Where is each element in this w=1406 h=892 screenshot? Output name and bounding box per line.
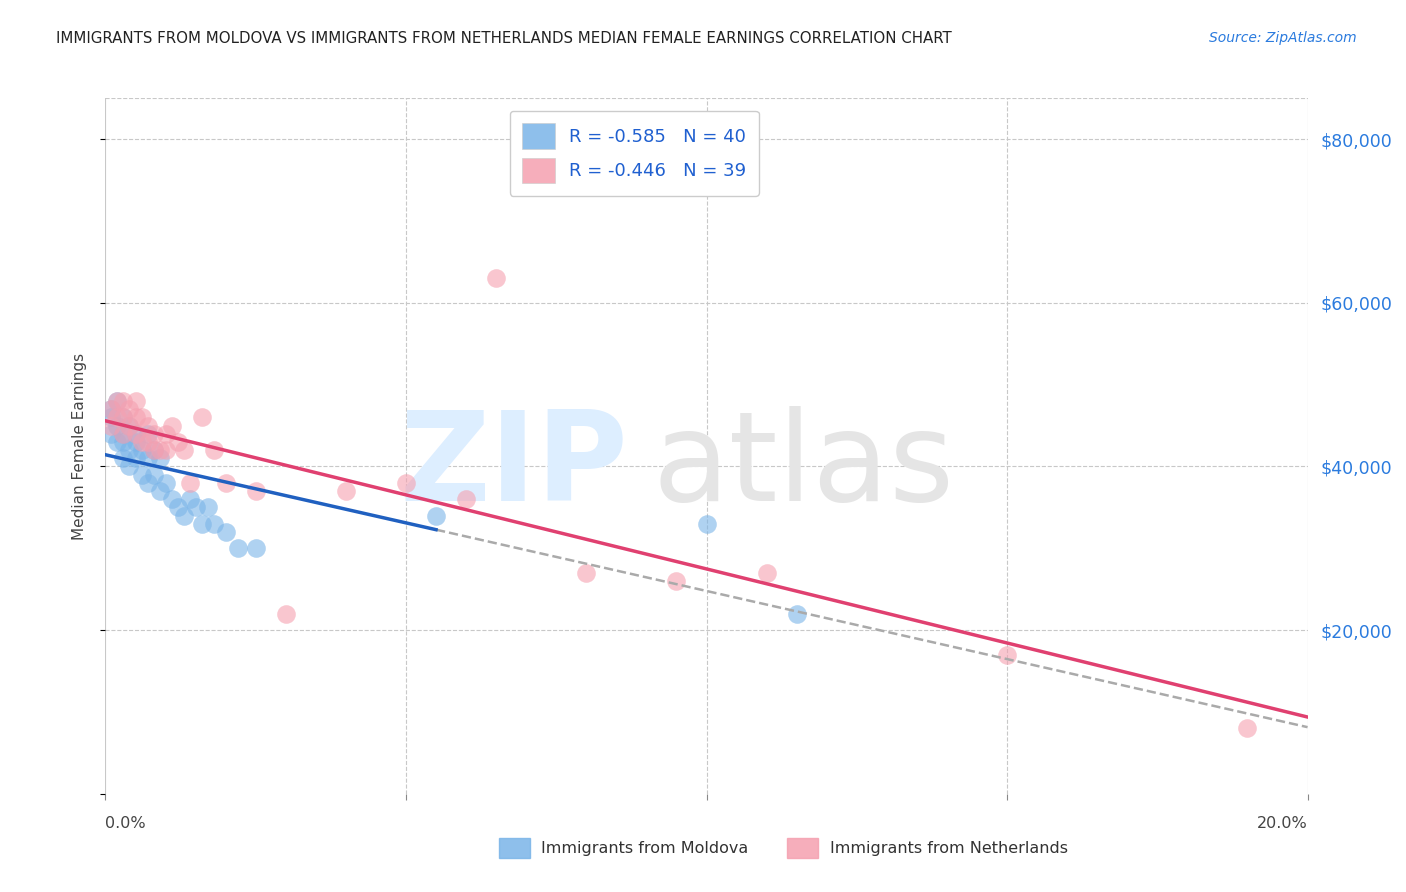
Point	[173, 508, 195, 523]
Point	[148, 451, 170, 466]
Point	[575, 566, 598, 580]
Text: IMMIGRANTS FROM MOLDOVA VS IMMIGRANTS FROM NETHERLANDS MEDIAN FEMALE EARNINGS CO: IMMIGRANTS FROM MOLDOVA VS IMMIGRANTS FR…	[56, 31, 952, 46]
Bar	[499, 838, 530, 858]
Point	[107, 394, 129, 409]
Point	[112, 434, 135, 449]
Point	[425, 508, 447, 523]
Point	[107, 418, 129, 433]
Point	[395, 475, 418, 490]
Point	[245, 541, 267, 556]
Point	[107, 394, 129, 409]
Point	[202, 516, 225, 531]
Point	[454, 492, 477, 507]
Point	[100, 426, 122, 441]
Point	[100, 402, 122, 417]
Point	[100, 418, 122, 433]
Point	[124, 394, 146, 409]
Point	[118, 418, 141, 433]
Text: Source: ZipAtlas.com: Source: ZipAtlas.com	[1209, 31, 1357, 45]
Point	[786, 607, 808, 621]
Point	[142, 426, 165, 441]
Point	[118, 402, 141, 417]
Point	[100, 410, 122, 425]
Point	[136, 418, 159, 433]
Point	[136, 475, 159, 490]
Point	[131, 434, 153, 449]
Point	[148, 443, 170, 458]
Point	[190, 410, 212, 425]
Point	[107, 410, 129, 425]
Point	[131, 443, 153, 458]
Point	[112, 394, 135, 409]
Point	[142, 443, 165, 458]
Point	[142, 467, 165, 482]
Point	[112, 451, 135, 466]
Point	[118, 443, 141, 458]
Point	[155, 443, 177, 458]
Point	[131, 467, 153, 482]
Point	[131, 410, 153, 425]
Point	[214, 475, 236, 490]
Point	[142, 443, 165, 458]
Point	[118, 418, 141, 433]
Point	[226, 541, 249, 556]
Point	[112, 410, 135, 425]
Point	[112, 410, 135, 425]
Point	[665, 574, 688, 588]
Legend: R = -0.585   N = 40, R = -0.446   N = 39: R = -0.585 N = 40, R = -0.446 N = 39	[510, 111, 759, 196]
Point	[148, 483, 170, 498]
Point	[202, 443, 225, 458]
Point	[100, 402, 122, 417]
Point	[190, 516, 212, 531]
Text: Immigrants from Netherlands: Immigrants from Netherlands	[830, 841, 1067, 855]
Point	[1236, 722, 1258, 736]
Point	[173, 443, 195, 458]
Point	[184, 500, 207, 515]
Text: Immigrants from Moldova: Immigrants from Moldova	[541, 841, 748, 855]
Point	[155, 475, 177, 490]
Text: 20.0%: 20.0%	[1257, 816, 1308, 831]
Point	[112, 426, 135, 441]
Point	[245, 483, 267, 498]
Text: atlas: atlas	[652, 407, 955, 527]
Point	[124, 426, 146, 441]
Point	[214, 524, 236, 539]
Point	[155, 426, 177, 441]
Point	[160, 492, 183, 507]
Point	[274, 607, 297, 621]
Point	[124, 426, 146, 441]
Point	[335, 483, 357, 498]
Point	[179, 475, 201, 490]
Point	[197, 500, 219, 515]
Point	[755, 566, 778, 580]
Point	[112, 426, 135, 441]
Bar	[787, 838, 818, 858]
Point	[124, 410, 146, 425]
Point	[118, 459, 141, 474]
Point	[160, 418, 183, 433]
Text: 0.0%: 0.0%	[105, 816, 146, 831]
Point	[995, 648, 1018, 662]
Point	[696, 516, 718, 531]
Text: ZIP: ZIP	[399, 407, 628, 527]
Point	[136, 451, 159, 466]
Point	[166, 434, 188, 449]
Point	[485, 271, 508, 285]
Point	[166, 500, 188, 515]
Point	[136, 434, 159, 449]
Point	[124, 451, 146, 466]
Point	[179, 492, 201, 507]
Point	[107, 434, 129, 449]
Y-axis label: Median Female Earnings: Median Female Earnings	[72, 352, 87, 540]
Point	[124, 434, 146, 449]
Point	[136, 426, 159, 441]
